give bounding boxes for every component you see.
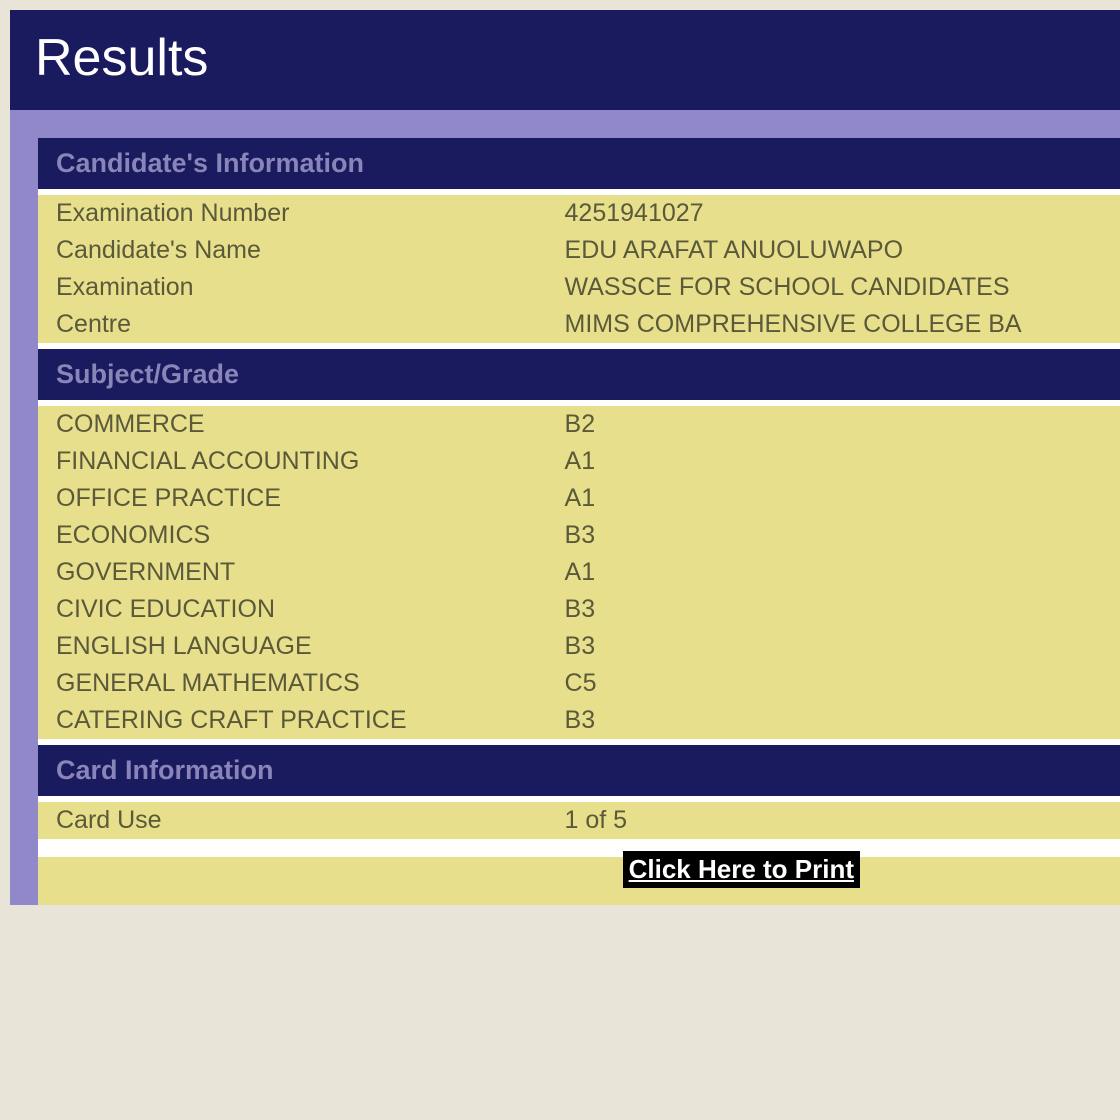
section-header-card-info: Card Information [38,745,1120,796]
subject-grade: B3 [547,702,1120,739]
info-label: Examination Number [38,195,547,232]
card-value: 1 of 5 [547,802,1120,839]
page-title: Results [10,10,1120,110]
table-row: Examination Number 4251941027 [38,195,1120,232]
table-row: GENERAL MATHEMATICS C5 [38,665,1120,702]
subject-grade: A1 [547,554,1120,591]
print-link[interactable]: Click Here to Print [623,851,860,888]
table-row: CATERING CRAFT PRACTICE B3 [38,702,1120,739]
subject-label: CATERING CRAFT PRACTICE [38,702,547,739]
subject-grade: B3 [547,517,1120,554]
table-row: Examination WASSCE FOR SCHOOL CANDIDATES [38,269,1120,306]
info-label: Candidate's Name [38,232,547,269]
section-header-candidate-info: Candidate's Information [38,138,1120,189]
table-row: Candidate's Name EDU ARAFAT ANUOLUWAPO [38,232,1120,269]
subject-grade: C5 [547,665,1120,702]
info-value: MIMS COMPREHENSIVE COLLEGE BA [547,306,1120,343]
subject-grade-table: COMMERCE B2 FINANCIAL ACCOUNTING A1 OFFI… [38,406,1120,739]
page-container: Results Candidate's Information Examinat… [0,0,1120,905]
table-row: FINANCIAL ACCOUNTING A1 [38,443,1120,480]
subject-grade: B3 [547,591,1120,628]
subject-label: GOVERNMENT [38,554,547,591]
subject-label: COMMERCE [38,406,547,443]
info-label: Examination [38,269,547,306]
card-label: Card Use [38,802,547,839]
bottom-area: Click Here to Print [38,857,1120,905]
subject-grade: B2 [547,406,1120,443]
content-wrap: Candidate's Information Examination Numb… [10,110,1120,905]
subject-label: GENERAL MATHEMATICS [38,665,547,702]
table-row: Centre MIMS COMPREHENSIVE COLLEGE BA [38,306,1120,343]
table-row: Card Use 1 of 5 [38,802,1120,839]
table-row: OFFICE PRACTICE A1 [38,480,1120,517]
table-row: CIVIC EDUCATION B3 [38,591,1120,628]
table-row: ECONOMICS B3 [38,517,1120,554]
subject-label: CIVIC EDUCATION [38,591,547,628]
subject-label: ENGLISH LANGUAGE [38,628,547,665]
subject-grade: B3 [547,628,1120,665]
info-value: EDU ARAFAT ANUOLUWAPO [547,232,1120,269]
candidate-info-table: Examination Number 4251941027 Candidate'… [38,195,1120,343]
subject-label: OFFICE PRACTICE [38,480,547,517]
subject-grade: A1 [547,443,1120,480]
subject-label: FINANCIAL ACCOUNTING [38,443,547,480]
subject-grade: A1 [547,480,1120,517]
table-row: ENGLISH LANGUAGE B3 [38,628,1120,665]
table-row: GOVERNMENT A1 [38,554,1120,591]
section-header-subject-grade: Subject/Grade [38,349,1120,400]
info-value: WASSCE FOR SCHOOL CANDIDATES [547,269,1120,306]
subject-label: ECONOMICS [38,517,547,554]
table-row: COMMERCE B2 [38,406,1120,443]
spacer [38,845,1120,851]
card-info-table: Card Use 1 of 5 [38,802,1120,839]
info-label: Centre [38,306,547,343]
inner-content: Candidate's Information Examination Numb… [38,138,1120,905]
info-value: 4251941027 [547,195,1120,232]
